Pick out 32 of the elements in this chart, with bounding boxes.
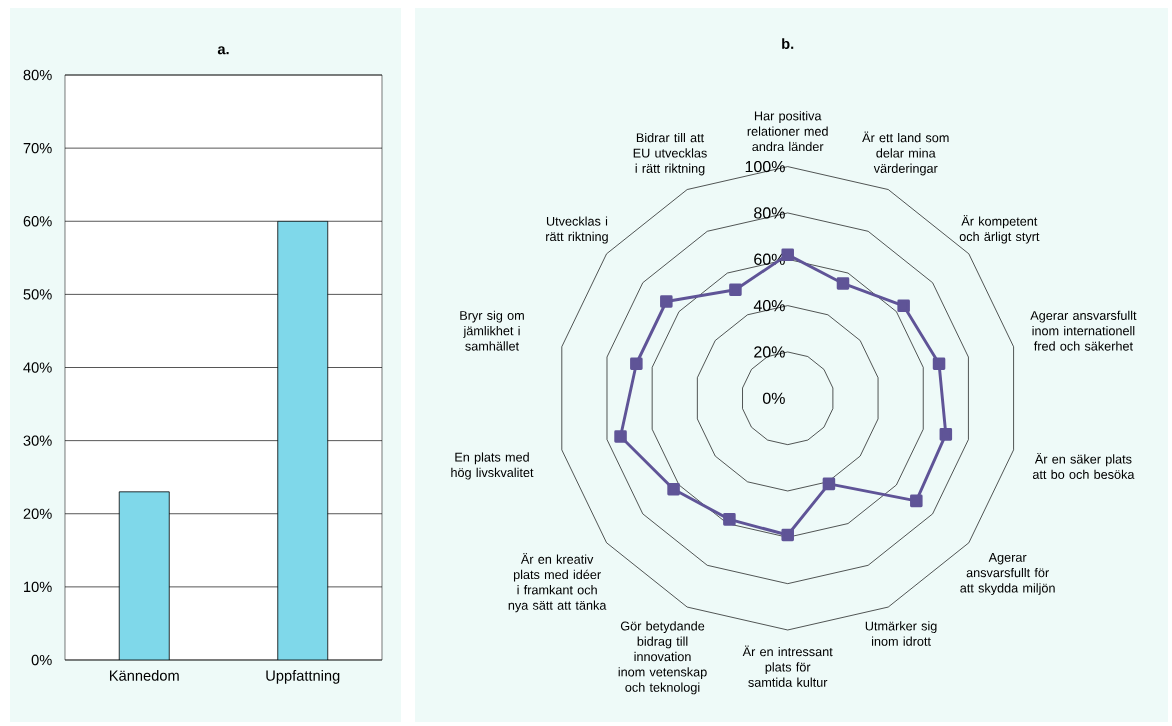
- y-tick-label: 0%: [31, 654, 52, 666]
- spoke-label: Bidrar till att EU utvecklas i rätt riktning: [633, 132, 707, 176]
- spoke-label: Är en intressant plats för samtida kultur: [742, 645, 833, 687]
- y-tick-label: 60%: [23, 216, 52, 227]
- y-tick-label: 0%: [762, 392, 785, 404]
- y-tick-label: 100%: [745, 160, 785, 173]
- spoke-label: Agerar ansvarsfullt för att skydda miljön: [960, 553, 1055, 596]
- y-tick-label: 30%: [23, 435, 52, 446]
- spoke-label: Gör betydande bidrag till innovation inom vetenskap och teknologi: [618, 621, 707, 695]
- spoke-label: Utvecklas i rätt riktning: [546, 216, 608, 244]
- spoke-label: Är kompetent och ärligt styrt: [959, 215, 1040, 244]
- y-tick-label: 40%: [23, 362, 52, 373]
- y-tick-label: 80%: [23, 69, 52, 81]
- x-tick-label: Kännedom: [109, 670, 179, 681]
- chart-title: a.: [217, 46, 229, 55]
- chart-title: b.: [782, 38, 794, 49]
- y-tick-label: 80%: [754, 207, 785, 219]
- y-tick-label: 50%: [23, 289, 52, 300]
- spoke-label: En plats med hög livskvalitet: [451, 452, 534, 480]
- y-tick-label: 10%: [24, 581, 52, 593]
- y-tick-label: 20%: [23, 508, 52, 519]
- spoke-label: Är ett land som delar mina värderingar: [862, 131, 949, 176]
- y-tick-label: 70%: [23, 142, 52, 154]
- y-tick-label: 20%: [754, 346, 785, 358]
- spoke-label: Bryr sig om jämlikhet i samhället: [460, 310, 524, 351]
- spoke-label: Agerar ansvarsfullt inom internationell fred och säkerhet: [1030, 310, 1137, 351]
- spoke-label: Har positiva relationer med andra länder: [747, 111, 828, 152]
- spoke-label: Utmärker sig inom idrott: [865, 621, 937, 646]
- spoke-label: Är en säker plats att bo och besöka: [1032, 452, 1135, 479]
- spoke-label: Är en kreativ plats med idéer i framkant och nya sätt att tänka: [508, 553, 607, 613]
- x-tick-label: Uppfattning: [266, 670, 340, 684]
- y-tick-label: 40%: [753, 299, 785, 312]
